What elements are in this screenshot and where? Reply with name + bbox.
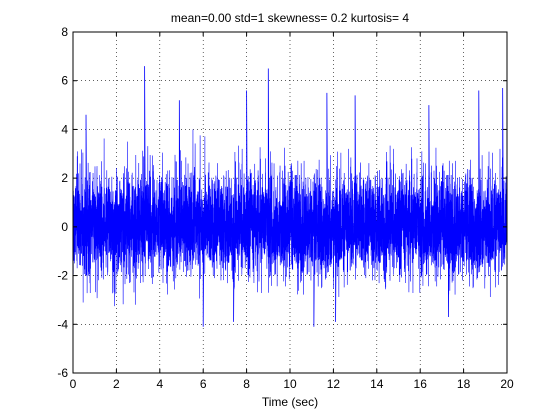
axes: 0 2 4 6 8 10 12 14 16 18 20 -6 -4 -2 0 2 4 6 8: [57, 25, 514, 391]
y-tick-label: -2: [57, 269, 68, 283]
y-tick-label: 8: [61, 25, 68, 39]
y-tick-label: -4: [57, 317, 68, 331]
x-tick-label: 0: [70, 377, 77, 391]
x-tick-label: 2: [113, 377, 120, 391]
signal-line: [72, 129, 508, 307]
x-tick-label: 12: [327, 377, 341, 391]
x-tick-label: 16: [414, 377, 428, 391]
plot-area: [72, 66, 508, 327]
signal-spikes: [85, 66, 504, 327]
y-tick-label: 0: [61, 220, 68, 234]
x-axis-label: Time (sec): [262, 395, 318, 409]
x-tick-label: 10: [283, 377, 297, 391]
x-tick-label: 8: [243, 377, 250, 391]
x-tick-label: 4: [156, 377, 163, 391]
chart-title: mean=0.00 std=1 skewness= 0.2 kurtosis= …: [171, 11, 409, 25]
y-tick-label: -6: [57, 366, 68, 380]
y-tick-label: 4: [61, 122, 68, 136]
x-tick-label: 14: [370, 377, 384, 391]
y-tick-label: 2: [61, 171, 68, 185]
x-tick-label: 20: [500, 377, 514, 391]
x-tick-label: 18: [457, 377, 471, 391]
y-tick-label: 6: [61, 74, 68, 88]
grid: [73, 32, 507, 373]
x-tick-label: 6: [200, 377, 207, 391]
